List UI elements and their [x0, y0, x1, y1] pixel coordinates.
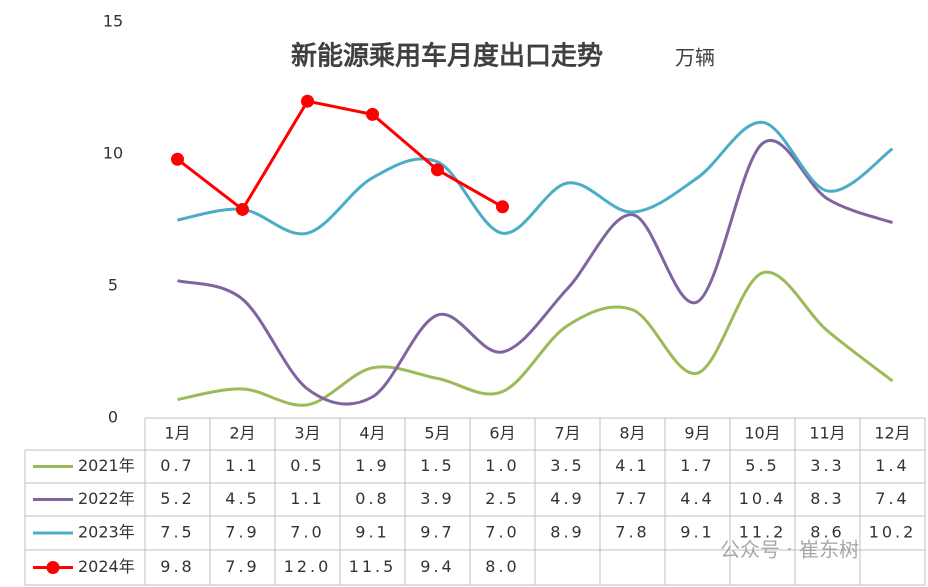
series-marker: [496, 200, 509, 214]
x-tick-label: 10月: [744, 424, 780, 443]
legend-marker: [46, 561, 60, 574]
x-tick-label: 7月: [554, 424, 580, 443]
table-value: 9.7: [420, 523, 454, 542]
table-value: 2.5: [485, 489, 519, 508]
table-value: 1.9: [355, 456, 389, 475]
x-tick-label: 11月: [809, 424, 845, 443]
table-value: 10.2: [869, 523, 917, 542]
x-tick-label: 5月: [424, 424, 450, 443]
table-value: 5.5: [745, 456, 779, 475]
x-tick-label: 8月: [619, 424, 645, 443]
table-value: 7.5: [160, 523, 194, 542]
table-value: 12.0: [284, 557, 332, 576]
table-value: 1.1: [225, 456, 259, 475]
table-value: 4.5: [225, 489, 259, 508]
table-value: 8.0: [485, 557, 519, 576]
table-value: 8.9: [550, 523, 584, 542]
table-value: 10.4: [739, 489, 787, 508]
legend-label: 2022年: [78, 489, 135, 508]
table-value: 9.1: [680, 523, 714, 542]
x-tick-label: 3月: [294, 424, 320, 443]
legend-label: 2024年: [78, 557, 135, 576]
table-value: 3.3: [810, 456, 844, 475]
series-marker: [301, 94, 314, 108]
table-value: 9.4: [420, 557, 454, 576]
table-value: 8.6: [810, 523, 844, 542]
table-value: 4.9: [550, 489, 584, 508]
y-tick-label: 0: [108, 408, 118, 427]
table-value: 1.7: [680, 456, 714, 475]
series-line: [177, 120, 894, 236]
x-tick-label: 2月: [229, 424, 255, 443]
table-value: 4.1: [615, 456, 649, 475]
table-value: 7.9: [225, 523, 259, 542]
table-value: 9.1: [355, 523, 389, 542]
y-tick-label: 10: [103, 144, 123, 163]
legend-label: 2023年: [78, 523, 135, 542]
table-value: 7.9: [225, 557, 259, 576]
series-line: [177, 270, 894, 407]
chart-title: 新能源乘用车月度出口走势: [291, 41, 603, 72]
table-value: 11.5: [349, 557, 397, 576]
x-tick-label: 9月: [684, 424, 710, 443]
table-value: 8.3: [810, 489, 844, 508]
chart-subtitle: 万辆: [675, 46, 715, 70]
x-tick-label: 1月: [164, 424, 190, 443]
series-line: [176, 99, 504, 212]
table-value: 11.2: [739, 523, 787, 542]
table-value: 4.4: [680, 489, 714, 508]
table-value: 1.0: [485, 456, 519, 475]
series-marker: [366, 107, 379, 121]
table-value: 7.0: [485, 523, 519, 542]
watermark: 公众号 · 崔东树: [720, 538, 859, 562]
x-tick-label: 12月: [874, 424, 910, 443]
series-marker: [171, 152, 184, 166]
table-value: 5.2: [160, 489, 194, 508]
series-marker: [431, 163, 444, 177]
x-tick-label: 4月: [359, 424, 385, 443]
table-value: 3.9: [420, 489, 454, 508]
table-value: 0.5: [290, 456, 324, 475]
table-value: 0.7: [160, 456, 194, 475]
table-value: 3.5: [550, 456, 584, 475]
table-value: 0.8: [355, 489, 389, 508]
table-value: 1.5: [420, 456, 454, 475]
table-value: 7.8: [615, 523, 649, 542]
table-value: 1.4: [875, 456, 909, 475]
table-value: 7.7: [615, 489, 649, 508]
table-value: 9.8: [160, 557, 194, 576]
legend-label: 2021年: [78, 456, 135, 475]
y-tick-label: 15: [103, 12, 123, 31]
table-value: 7.0: [290, 523, 324, 542]
series-line: [177, 139, 894, 406]
table-value: 1.1: [290, 489, 324, 508]
y-tick-label: 5: [108, 276, 118, 295]
series-marker: [236, 202, 249, 216]
x-tick-label: 6月: [489, 424, 515, 443]
table-value: 7.4: [875, 489, 909, 508]
